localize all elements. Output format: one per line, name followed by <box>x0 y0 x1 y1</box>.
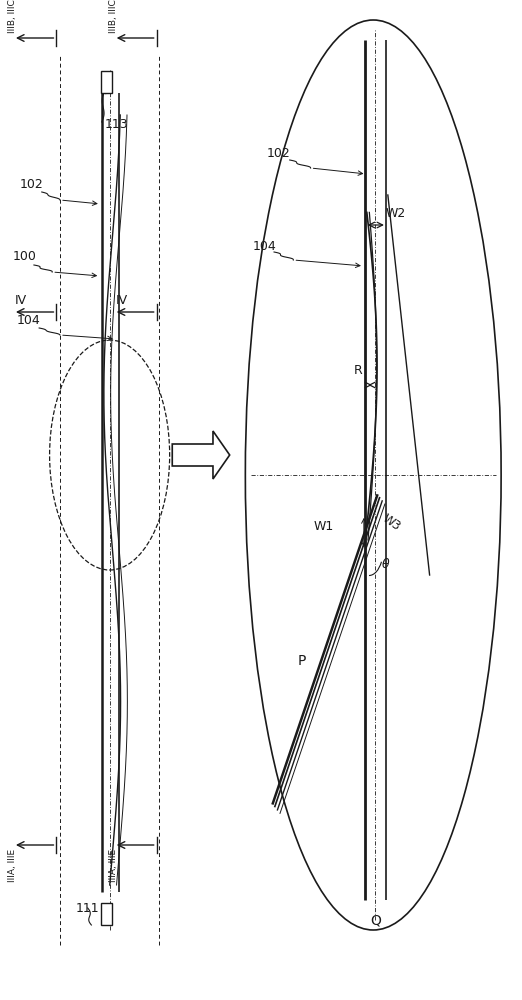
Text: IV: IV <box>15 294 27 307</box>
Text: R: R <box>354 364 363 377</box>
Text: 104: 104 <box>253 240 277 253</box>
Text: IIIB, IIIC, IIIF: IIIB, IIIC, IIIF <box>7 0 17 33</box>
Text: 104: 104 <box>17 314 40 327</box>
Bar <box>101 903 112 925</box>
Text: P: P <box>298 654 306 668</box>
Text: IIIB, IIIC, IIIF: IIIB, IIIC, IIIF <box>109 0 118 33</box>
Text: W3: W3 <box>379 511 402 533</box>
Text: W2: W2 <box>385 207 406 220</box>
Text: W1: W1 <box>313 520 334 533</box>
Text: 111: 111 <box>76 902 99 915</box>
Text: Q: Q <box>371 914 382 928</box>
Text: $\theta$: $\theta$ <box>381 557 390 571</box>
Bar <box>101 71 112 93</box>
FancyArrow shape <box>172 431 230 479</box>
Text: 102: 102 <box>20 178 43 191</box>
Text: IV: IV <box>116 294 128 307</box>
Text: 102: 102 <box>266 147 290 160</box>
Text: IIIA, IIIE: IIIA, IIIE <box>7 849 17 882</box>
Text: IIIA, IIIE: IIIA, IIIE <box>109 849 118 882</box>
Text: 100: 100 <box>13 250 37 263</box>
Text: 113: 113 <box>104 118 128 131</box>
